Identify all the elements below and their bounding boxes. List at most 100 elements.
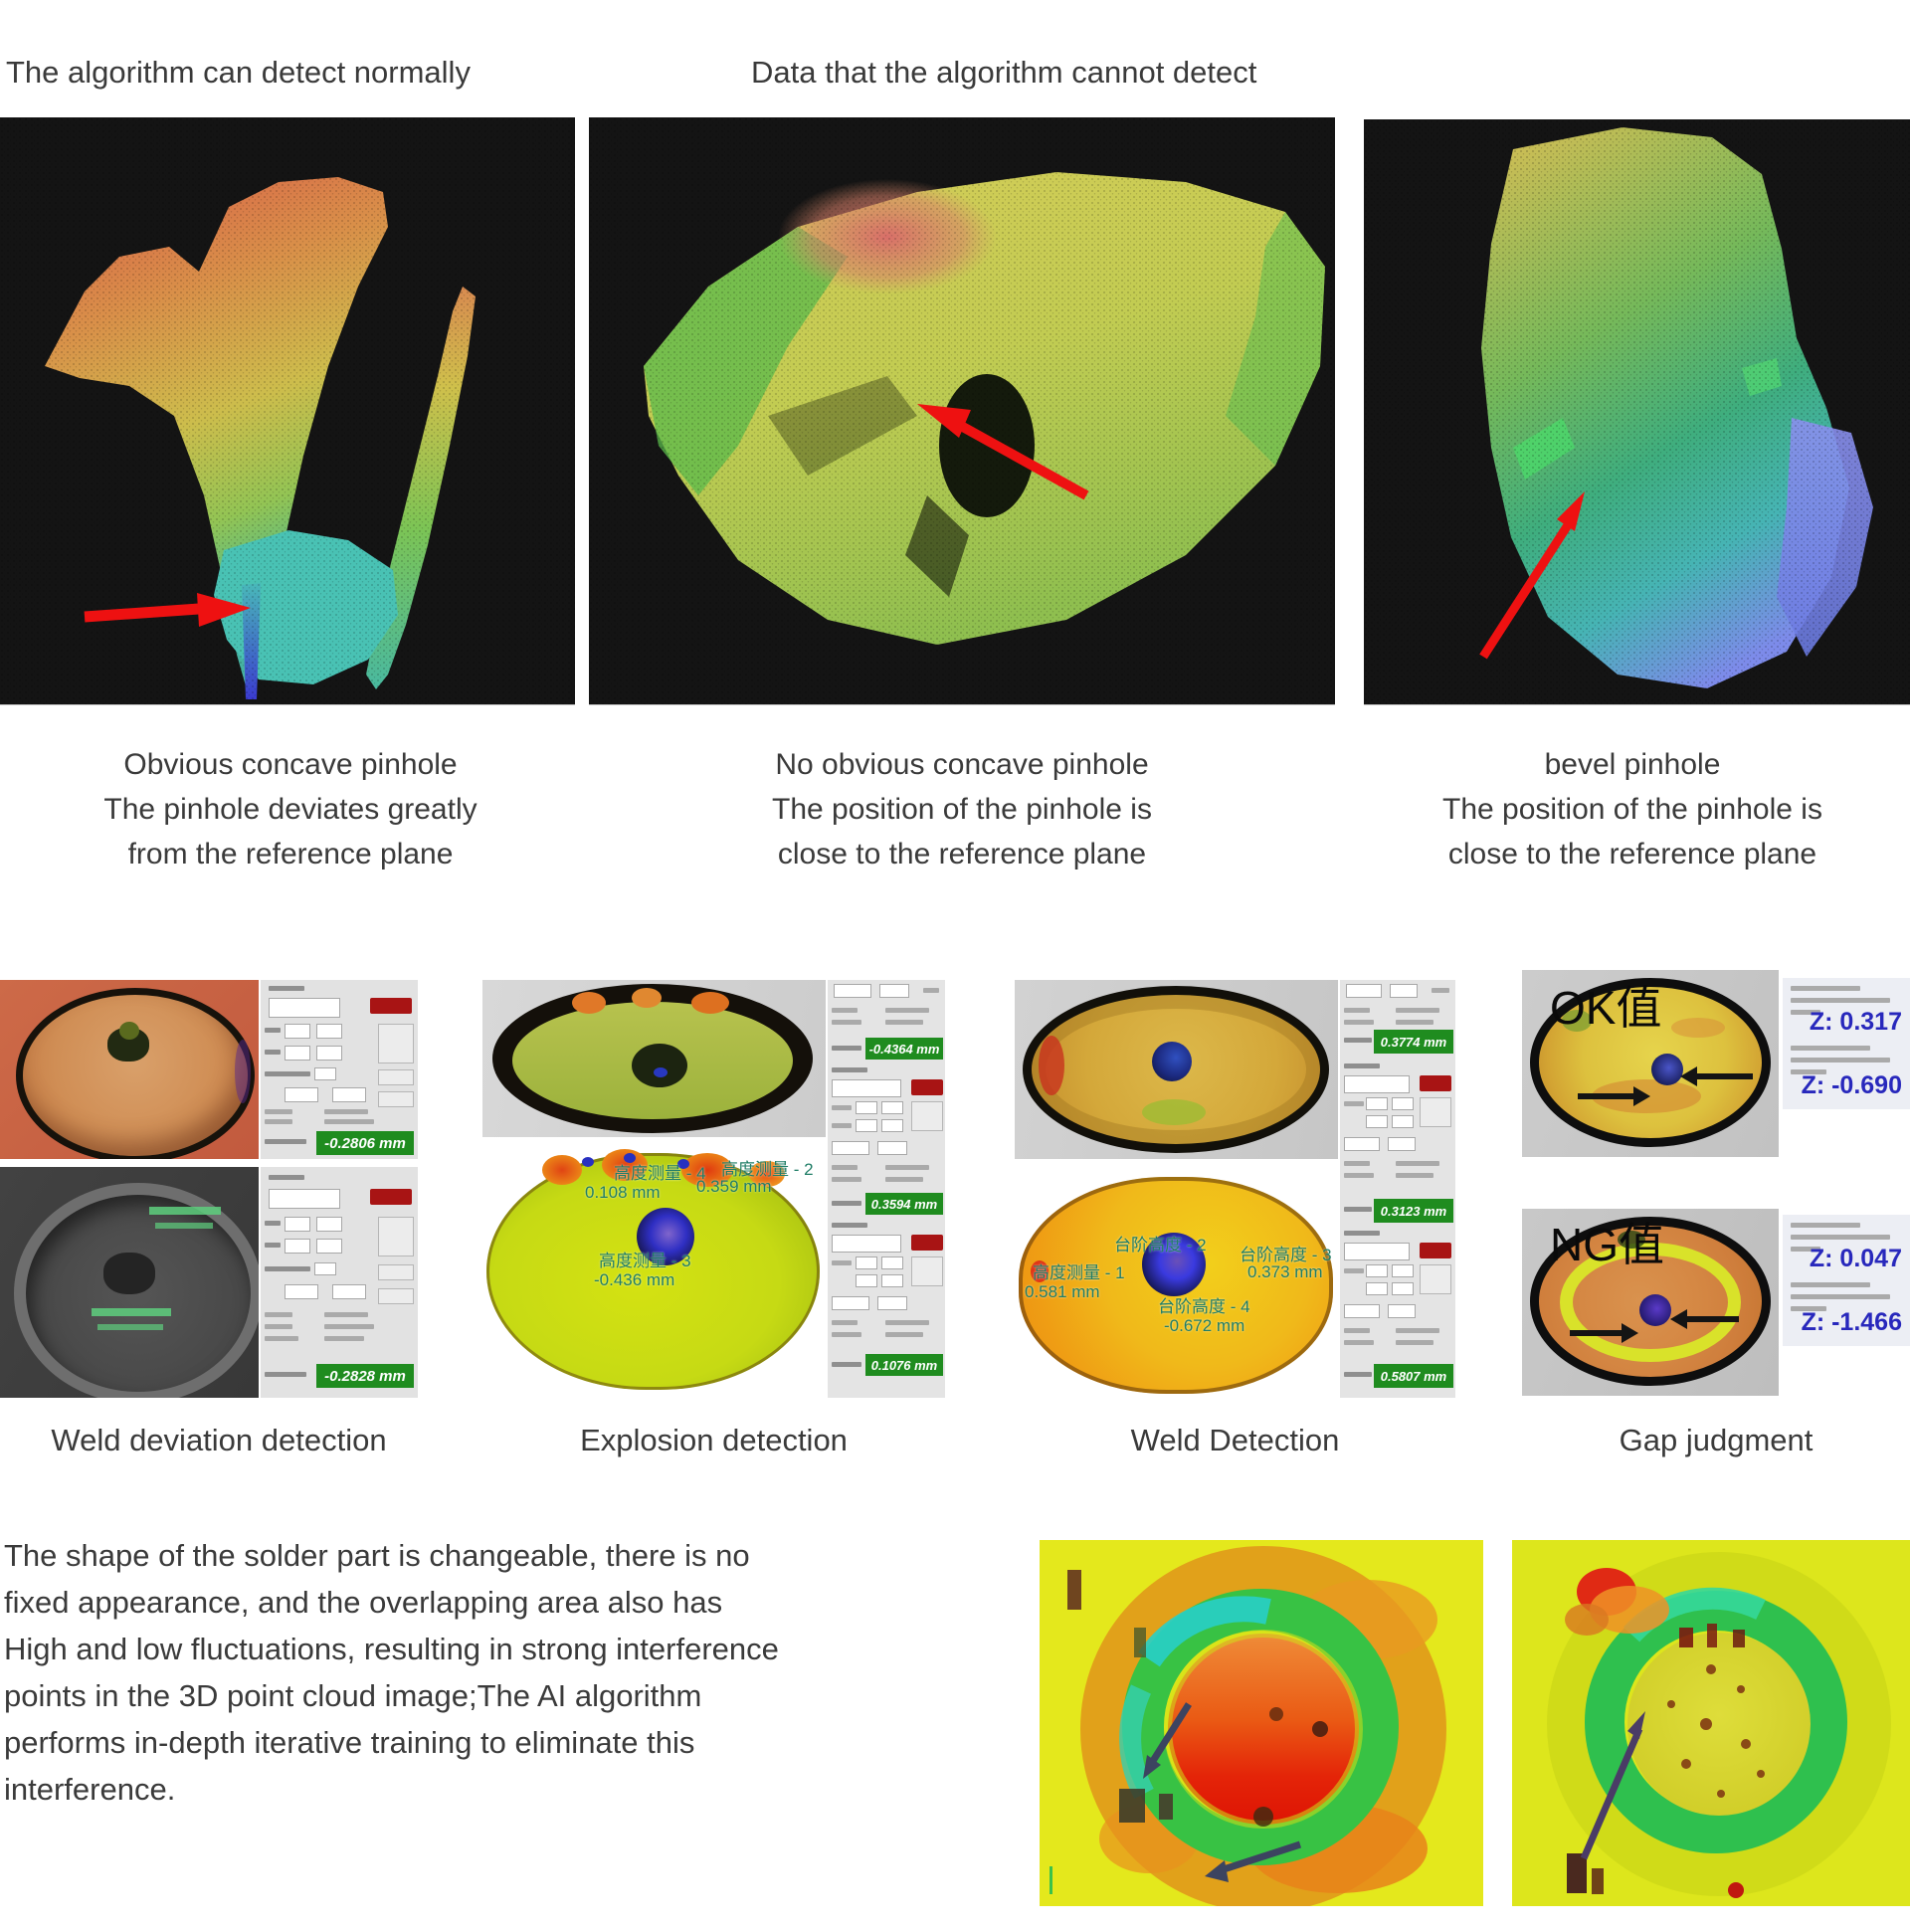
result-label-placeholder [1344, 1038, 1372, 1043]
text-row-placeholder [832, 1020, 861, 1025]
coord-input [316, 1217, 342, 1232]
red-arrow-1 [84, 593, 251, 627]
limit-input [285, 1284, 318, 1299]
text-row-placeholder [1791, 1010, 1820, 1015]
panel-gap-judgment: OK值 Z: 0.317 Z: -0.690 NG值 [1522, 970, 1910, 1398]
gap-ok-z2: Z: -0.690 [1801, 1071, 1902, 1099]
text-row-placeholder [832, 1260, 852, 1265]
coord-input [1366, 1264, 1388, 1277]
text-row-placeholder [1344, 1328, 1370, 1333]
gap-ng-infobox: Z: 0.047 Z: -1.466 [1783, 1215, 1910, 1346]
text-row-placeholder [832, 1123, 852, 1128]
result-value-bottom: -0.2828 mm [316, 1364, 414, 1388]
black-arrow-right [1687, 1316, 1739, 1322]
coord-input [316, 1239, 342, 1254]
range-input [1346, 984, 1382, 998]
result-label-placeholder [832, 1362, 861, 1367]
text-row-placeholder [1396, 1173, 1433, 1178]
limit-input [332, 1087, 366, 1102]
explosion-result-1: -0.4364 mm [865, 1038, 943, 1060]
red-patch [1039, 1036, 1064, 1095]
result-label-placeholder [832, 1201, 861, 1206]
coord-input [856, 1256, 877, 1269]
name-input [1344, 1075, 1410, 1093]
text-row-placeholder [885, 1008, 929, 1013]
name-input [269, 1189, 340, 1209]
weld-annotation-label: 高度测量 - 1 [1033, 1263, 1125, 1282]
panel-weld-detection: 高度测量 - 1 0.581 mm 台阶高度 - 2 台阶高度 - 3 0.37… [1015, 980, 1455, 1398]
explosion-heat-blob [486, 1153, 820, 1390]
label-gap-judgment: Gap judgment [1619, 1423, 1814, 1457]
range-input [832, 1141, 869, 1155]
weld-detect-sidebar: 0.3774 mm 0.3123 mm [1340, 980, 1455, 1398]
weld-result-3: 0.5807 mm [1374, 1364, 1453, 1388]
weld-detect-photo-bottom: 高度测量 - 1 0.581 mm 台阶高度 - 2 台阶高度 - 3 0.37… [1015, 1175, 1338, 1398]
name-input [832, 1235, 901, 1253]
text-row-placeholder [1396, 1328, 1439, 1333]
text-row-placeholder [885, 1320, 929, 1325]
name-input [269, 998, 340, 1018]
coord-input [856, 1274, 877, 1287]
text-row-placeholder [265, 1071, 310, 1076]
name-input [1344, 1243, 1410, 1260]
text-row-placeholder [1791, 1046, 1870, 1051]
panel-explosion: 高度测量 - 4 0.108 mm 高度测量 - 2 0.359 mm 高度测量… [482, 980, 945, 1398]
green-annotation-placeholder [97, 1324, 163, 1330]
red-button [1420, 1243, 1451, 1258]
gap-ng-z2: Z: -1.466 [1801, 1308, 1902, 1336]
paragraph-line-1: The shape of the solder part is changeab… [4, 1538, 750, 1573]
small-button [378, 1288, 414, 1304]
text-row-placeholder [1791, 1247, 1820, 1252]
weld-annotation-value: 0.373 mm [1247, 1262, 1323, 1281]
weld-detect-blue-hole [1142, 1233, 1206, 1296]
paragraph-line-4: points in the 3D point cloud image;The A… [4, 1678, 702, 1713]
coord-input [1366, 1282, 1388, 1295]
blue-speck [624, 1153, 636, 1163]
result-label-placeholder [1344, 1372, 1372, 1377]
text-row-placeholder [1791, 1069, 1826, 1074]
text-row-placeholder [265, 1312, 292, 1317]
explosion-photo-bottom: 高度测量 - 4 0.108 mm 高度测量 - 2 0.359 mm 高度测量… [482, 1147, 826, 1398]
text-row-placeholder [269, 986, 304, 991]
gap-ok-oval [1530, 978, 1771, 1147]
limit-input [332, 1284, 366, 1299]
black-arrow-right [1697, 1073, 1753, 1079]
gap-ng-z1: Z: 0.047 [1809, 1245, 1902, 1272]
panel-weld-deviation: -0.2806 mm [0, 980, 418, 1398]
tall-button [911, 1101, 943, 1131]
heatmap-image-red-center [1040, 1540, 1483, 1906]
small-button [378, 1264, 414, 1280]
paragraph-line-3: High and low fluctuations, resulting in … [4, 1632, 779, 1666]
result-label-placeholder [832, 1046, 861, 1051]
label-weld-deviation: Weld deviation detection [51, 1423, 387, 1457]
range-input [1388, 1137, 1416, 1151]
text-row-placeholder [1396, 1161, 1439, 1166]
orange-bump [691, 992, 729, 1014]
weld-annotation-value: 0.581 mm [1025, 1282, 1100, 1301]
weld-deviation-sidebar-bottom: -0.2828 mm [261, 1167, 418, 1398]
text-row-placeholder [265, 1119, 292, 1124]
red-hotspot [749, 1161, 785, 1187]
text-row-placeholder [885, 1332, 923, 1337]
text-row-placeholder [832, 1165, 858, 1170]
heatmap-2-graphic [1512, 1540, 1910, 1906]
green-annotation-placeholder [155, 1223, 213, 1229]
red-button [370, 998, 412, 1014]
red-hotspot [542, 1155, 582, 1185]
text-row-placeholder [265, 1266, 310, 1271]
text-row-placeholder [1344, 1173, 1374, 1178]
coord-input [881, 1101, 903, 1114]
coord-input [285, 1217, 310, 1232]
red-button [370, 1189, 412, 1205]
black-arrow-right-head [1670, 1309, 1687, 1329]
blue-speck [654, 1067, 668, 1077]
small-button [378, 1069, 414, 1085]
gap-ok-infobox: Z: 0.317 Z: -0.690 [1783, 978, 1910, 1109]
paragraph-line-5: performs in-depth iterative training to … [4, 1725, 695, 1760]
black-arrow-left [1570, 1330, 1622, 1336]
gap-ok-photo: OK值 [1522, 970, 1779, 1157]
caption-3-line-3: close to the reference plane [1447, 838, 1817, 870]
label-weld-detection: Weld Detection [1130, 1423, 1340, 1457]
percent-input [314, 1262, 336, 1275]
